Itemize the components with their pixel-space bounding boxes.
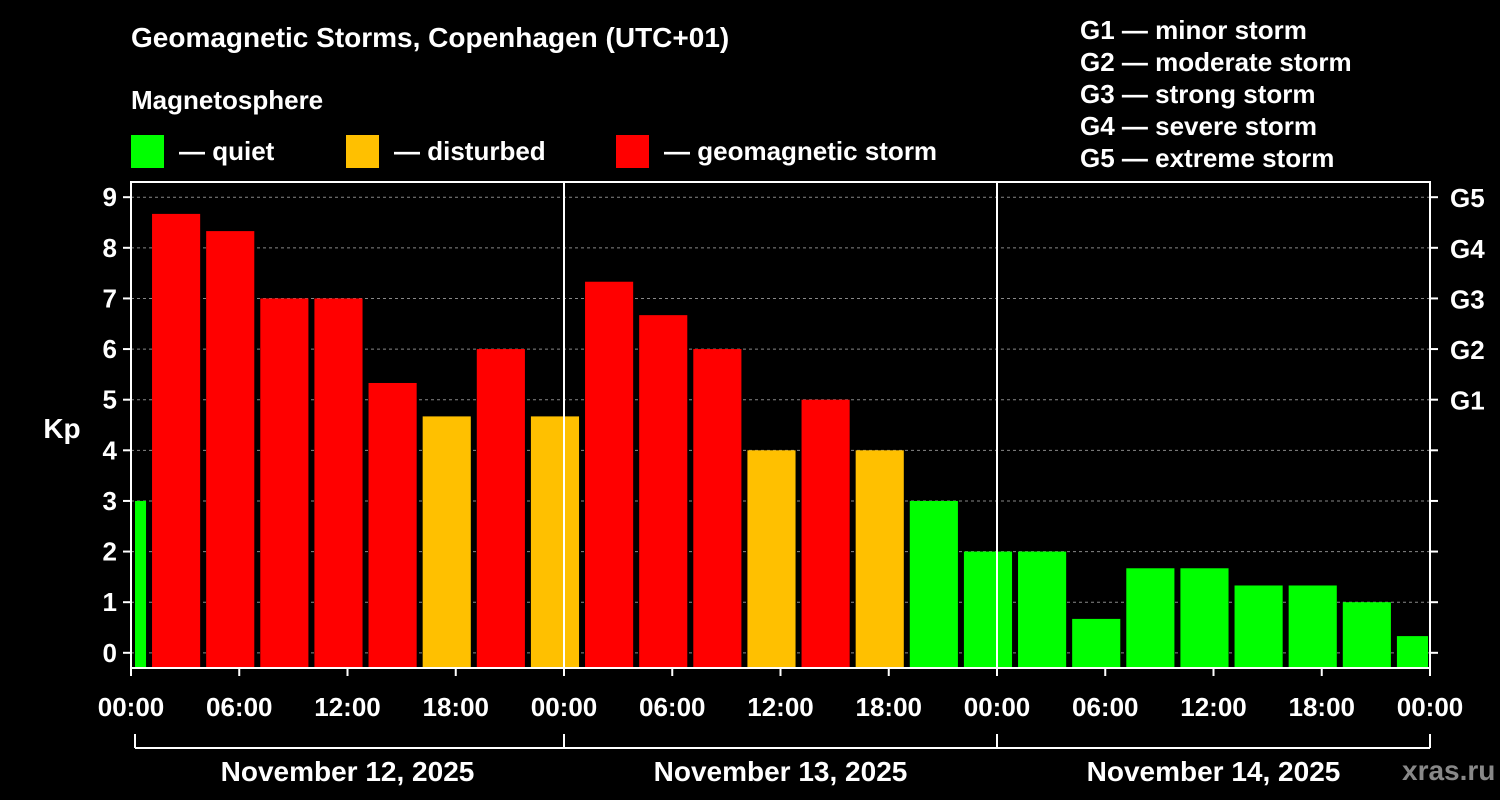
kp-bar-1 <box>152 213 201 669</box>
kp-bar-11 <box>693 349 742 668</box>
storm-scale-legend: G1 — minor storm G2 — moderate storm G3 … <box>1080 14 1352 174</box>
kp-bar-0 <box>135 500 147 668</box>
day-label: November 13, 2025 <box>654 756 908 787</box>
y-tick-label: 9 <box>103 182 117 212</box>
y-tick-label: 5 <box>103 385 117 415</box>
legend-label-storm: — geomagnetic storm <box>664 135 938 166</box>
legend-item-quiet: — quiet <box>131 134 274 168</box>
x-tick-label: 00:00 <box>964 692 1031 722</box>
legend-item-storm: — geomagnetic storm <box>616 134 937 168</box>
kp-bar-12 <box>747 450 796 668</box>
kp-bar-17 <box>1018 551 1067 668</box>
legend-item-disturbed: — disturbed <box>346 134 546 168</box>
x-tick-label: 06:00 <box>1072 692 1139 722</box>
x-tick-label: 00:00 <box>98 692 165 722</box>
x-tick-label: 00:00 <box>531 692 598 722</box>
y-tick-label: 0 <box>103 638 117 668</box>
kp-bar-3 <box>260 298 309 668</box>
x-tick-label: 12:00 <box>314 692 381 722</box>
chart-title: Geomagnetic Storms, Copenhagen (UTC+01) <box>131 22 730 53</box>
legend-label-quiet: — quiet <box>179 135 275 166</box>
kp-bar-10 <box>639 315 688 668</box>
storm-scale-g5: G5 — extreme storm <box>1080 143 1335 173</box>
x-tick-label: 12:00 <box>747 692 814 722</box>
x-tick-label: 06:00 <box>206 692 273 722</box>
day-label: November 14, 2025 <box>1087 756 1341 787</box>
kp-bar-18 <box>1072 618 1121 668</box>
kp-bar-9 <box>585 281 634 668</box>
x-tick-label: 06:00 <box>639 692 706 722</box>
g-scale-label: G1 <box>1450 386 1485 416</box>
legend-label-disturbed: — disturbed <box>394 135 546 166</box>
storm-scale-g2: G2 — moderate storm <box>1080 47 1352 77</box>
g-scale-label: G4 <box>1450 234 1485 264</box>
y-tick-label: 1 <box>103 587 117 617</box>
day-label: November 12, 2025 <box>221 756 475 787</box>
kp-bar-20 <box>1180 568 1229 668</box>
x-tick-label: 12:00 <box>1180 692 1247 722</box>
x-tick-label: 18:00 <box>1289 692 1356 722</box>
kp-bar-2 <box>206 231 255 668</box>
y-axis-label: Kp <box>43 413 80 444</box>
legend-swatch-quiet <box>131 134 164 168</box>
kp-bar-21 <box>1234 585 1283 668</box>
kp-bar-15 <box>909 500 958 668</box>
storm-scale-g1: G1 — minor storm <box>1080 15 1307 45</box>
storm-scale-g3: G3 — strong storm <box>1080 79 1316 109</box>
kp-bar-14 <box>855 450 904 668</box>
kp-bar-23 <box>1342 602 1391 668</box>
y-tick-label: 2 <box>103 537 117 567</box>
legend-subtitle: Magnetosphere <box>131 85 324 115</box>
x-tick-label: 00:00 <box>1397 692 1464 722</box>
storm-scale-g4: G4 — severe storm <box>1080 111 1318 141</box>
watermark: xras.ru <box>1402 755 1496 786</box>
y-tick-label: 4 <box>103 435 118 465</box>
legend-swatch-disturbed <box>346 134 379 168</box>
kp-bar-6 <box>422 416 471 668</box>
kp-bar-19 <box>1126 568 1175 668</box>
kp-bar-7 <box>476 349 525 668</box>
legend-swatch-storm <box>616 134 649 168</box>
x-tick-label: 18:00 <box>423 692 490 722</box>
y-tick-label: 6 <box>103 334 117 364</box>
y-tick-label: 8 <box>103 233 117 263</box>
kp-bar-8 <box>530 416 580 668</box>
g-scale-label: G3 <box>1450 284 1485 314</box>
kp-bar-5 <box>368 382 417 668</box>
kp-bar-22 <box>1288 585 1337 668</box>
g-scale-label: G5 <box>1450 183 1485 213</box>
kp-bar-4 <box>314 298 363 668</box>
y-tick-label: 3 <box>103 486 117 516</box>
x-tick-label: 18:00 <box>856 692 923 722</box>
g-scale-label: G2 <box>1450 335 1485 365</box>
y-tick-label: 7 <box>103 283 117 313</box>
kp-bar-13 <box>801 399 850 668</box>
kp-bar-16 <box>963 551 1013 668</box>
kp-bar-24 <box>1396 636 1428 668</box>
